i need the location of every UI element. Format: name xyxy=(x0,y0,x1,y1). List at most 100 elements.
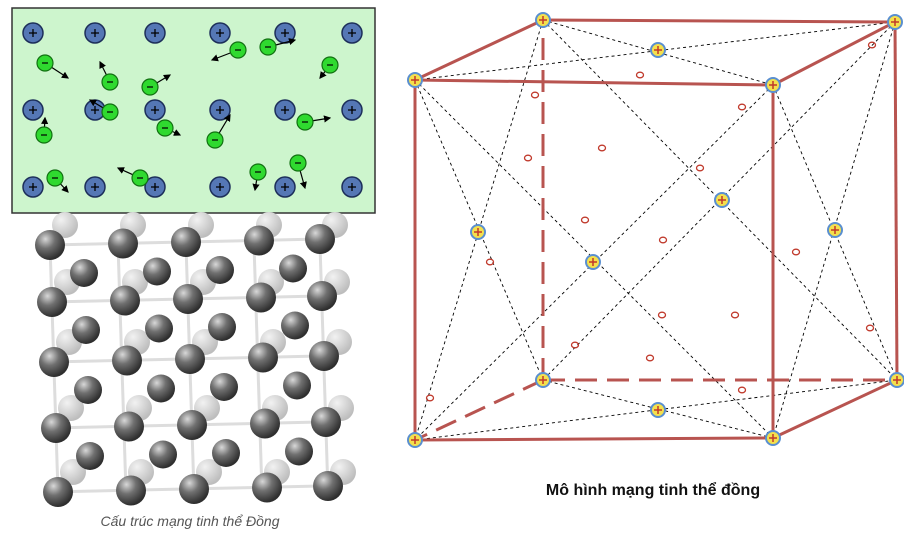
plus-sign xyxy=(281,29,289,37)
free-electron xyxy=(570,341,580,349)
free-electron xyxy=(597,144,607,152)
electron-sea-box xyxy=(11,7,376,214)
cube-edge xyxy=(414,78,774,87)
plus-sign xyxy=(348,183,356,191)
copper-atom xyxy=(206,256,234,284)
copper-atom xyxy=(313,471,343,501)
copper-atom xyxy=(145,314,173,343)
copper-atom xyxy=(149,440,177,469)
back-atom xyxy=(58,395,84,421)
face-diagonal xyxy=(414,19,544,441)
cube-edge xyxy=(414,18,544,82)
copper-atom xyxy=(72,316,100,344)
copper-atom xyxy=(208,313,236,341)
copper-atom xyxy=(309,341,339,371)
plus-sign xyxy=(151,106,159,114)
copper-atom xyxy=(212,439,240,467)
hidden-edge xyxy=(414,378,544,442)
free-electron xyxy=(695,164,705,172)
copper-atom xyxy=(116,475,146,506)
cube-edge xyxy=(772,20,896,87)
copper-atom xyxy=(307,281,337,311)
copper-atom xyxy=(108,228,138,259)
free-electron xyxy=(737,103,747,111)
plus-sign xyxy=(281,106,289,114)
plus-sign xyxy=(718,196,726,204)
right-caption: Mô hình mạng tinh thể đồng xyxy=(546,481,760,499)
copper-atom xyxy=(177,410,207,440)
cube-edge xyxy=(893,21,899,381)
plus-sign xyxy=(411,436,419,444)
free-electron xyxy=(867,41,877,49)
free-electron xyxy=(530,91,540,99)
plus-sign xyxy=(281,183,289,191)
copper-atom xyxy=(43,477,73,507)
plus-sign xyxy=(589,258,597,266)
free-electron xyxy=(523,154,533,162)
back-atom xyxy=(52,212,78,238)
cube-edge xyxy=(414,436,774,442)
free-electron xyxy=(485,258,495,266)
plus-sign xyxy=(151,183,159,191)
plus-sign xyxy=(654,406,662,414)
copper-atom xyxy=(305,224,335,254)
fcc-cube xyxy=(407,12,904,448)
copper-atom xyxy=(252,472,282,503)
copper-atom xyxy=(76,442,104,470)
left-caption: Cấu trúc mạng tinh thể Đồng xyxy=(101,513,280,529)
copper-atom xyxy=(175,344,205,374)
copper-atom xyxy=(70,259,98,287)
copper-atom xyxy=(171,227,201,257)
copper-atom xyxy=(41,413,71,443)
copper-atom xyxy=(112,345,142,376)
plus-sign xyxy=(91,183,99,191)
copper-atom xyxy=(283,371,311,400)
face-diagonal xyxy=(772,84,898,381)
free-electron xyxy=(730,311,740,319)
plus-sign xyxy=(348,106,356,114)
free-electron xyxy=(737,386,747,394)
plus-sign xyxy=(29,183,37,191)
plus-sign xyxy=(151,29,159,37)
plus-sign xyxy=(411,76,419,84)
copper-atom xyxy=(143,257,171,286)
free-electron xyxy=(635,71,645,79)
plus-sign xyxy=(831,226,839,234)
plus-sign xyxy=(29,106,37,114)
free-electron xyxy=(657,311,667,319)
plus-sign xyxy=(654,46,662,54)
free-electron xyxy=(865,324,875,332)
plus-sign xyxy=(348,29,356,37)
back-atom xyxy=(60,459,86,485)
plus-sign xyxy=(893,376,901,384)
cube-edge xyxy=(542,18,896,24)
crystal-lattice xyxy=(35,212,356,507)
copper-atom xyxy=(248,342,278,373)
ion-layer xyxy=(22,22,363,198)
copper-atom xyxy=(210,373,238,401)
plus-sign xyxy=(216,183,224,191)
plus-sign xyxy=(216,106,224,114)
cube-edge xyxy=(772,378,898,440)
free-electron xyxy=(658,236,668,244)
plus-sign xyxy=(474,228,482,236)
copper-atom xyxy=(179,474,209,504)
copper-atom xyxy=(311,407,341,437)
plus-sign xyxy=(539,16,547,24)
copper-atom xyxy=(279,254,307,283)
copper-atom xyxy=(37,287,67,317)
plus-sign xyxy=(539,376,547,384)
plus-sign xyxy=(91,29,99,37)
copper-atom xyxy=(114,411,144,442)
copper-atom xyxy=(35,230,65,260)
copper-atom xyxy=(74,376,102,404)
copper-atom xyxy=(147,374,175,403)
copper-atom xyxy=(285,437,313,466)
copper-atom xyxy=(39,347,69,377)
copper-atom xyxy=(246,282,276,313)
free-electron xyxy=(425,394,435,402)
copper-atom xyxy=(110,285,140,316)
free-electron xyxy=(580,216,590,224)
copper-atom xyxy=(250,408,280,439)
